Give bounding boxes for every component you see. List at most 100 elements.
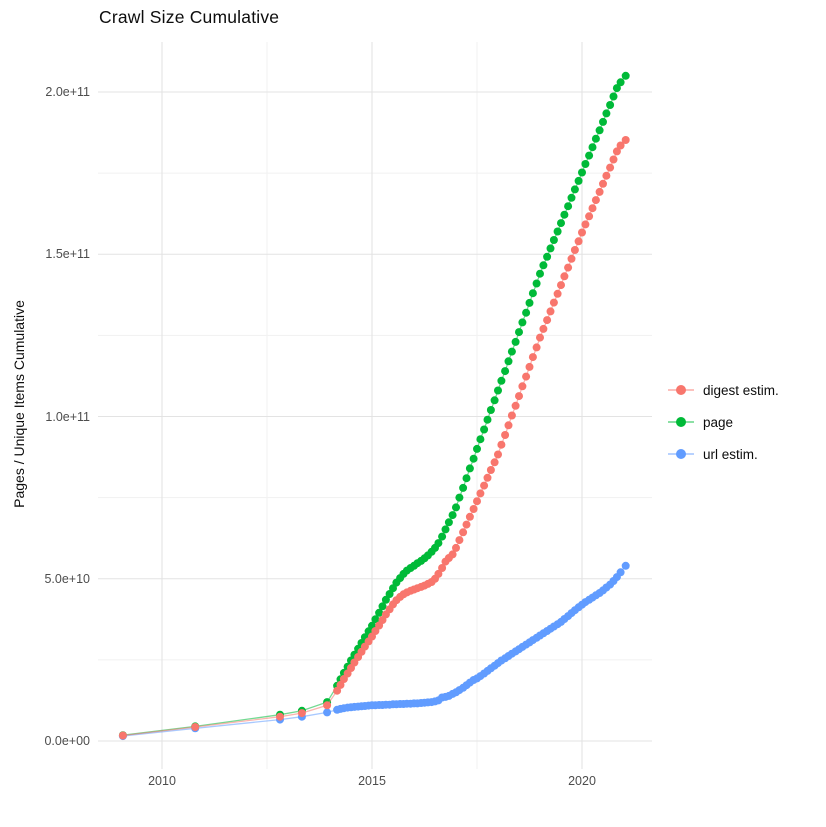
data-point-url-estim (621, 561, 630, 570)
series-line-digest-estim (122, 139, 627, 737)
data-point-digest-estim (621, 136, 630, 144)
data-point-digest-estim (465, 512, 474, 521)
data-point-digest-estim (585, 212, 594, 221)
chart-title: Crawl Size Cumulative (99, 7, 280, 27)
data-point-digest-estim (518, 382, 527, 391)
data-point-page (480, 425, 489, 434)
data-point-page (574, 176, 583, 185)
data-point-digest-estim (581, 220, 590, 229)
data-point-page (612, 84, 621, 93)
data-point-page (532, 279, 541, 288)
data-point-page (501, 367, 510, 376)
data-point-digest-estim (557, 281, 565, 290)
data-point-page (570, 185, 579, 194)
data-point-digest-estim (455, 536, 464, 545)
data-point-digest-estim (297, 709, 306, 718)
data-point-digest-estim (591, 196, 600, 205)
data-point-digest-estim (480, 481, 489, 490)
data-point-digest-estim (434, 569, 443, 578)
data-point-digest-estim (448, 550, 457, 559)
data-point-page (504, 357, 513, 366)
data-point-page (507, 347, 516, 356)
legend-label: url estim. (703, 446, 758, 462)
data-point-digest-estim (539, 324, 548, 333)
data-point-digest-estim (564, 263, 573, 272)
data-point-page (515, 328, 523, 337)
data-point-digest-estim (536, 333, 544, 342)
data-point-page (459, 483, 468, 492)
data-point-digest-estim (525, 362, 534, 371)
data-point-page (522, 308, 531, 317)
data-point-digest-estim (532, 343, 541, 352)
data-point-page (434, 539, 443, 548)
y-tick-label: 2.0e+11 (45, 85, 90, 99)
data-point-digest-estim (549, 298, 558, 307)
data-point-page (476, 435, 485, 444)
data-point-digest-estim (486, 466, 495, 474)
data-point-digest-estim (469, 505, 478, 513)
data-point-digest-estim (494, 450, 502, 459)
data-point-page (549, 236, 558, 244)
legend-key-icon (668, 415, 694, 429)
data-point-digest-estim (336, 680, 345, 689)
data-point-digest-estim (497, 440, 506, 449)
data-point-page (616, 78, 625, 87)
data-point-digest-estim (609, 155, 618, 164)
x-axis-tick-labels: 2010 2015 2020 (0, 774, 826, 794)
data-point-digest-estim (438, 564, 447, 572)
data-point-page (448, 511, 457, 520)
data-point-page (441, 525, 450, 534)
data-point-page (525, 298, 534, 307)
data-point-digest-estim (560, 272, 569, 281)
data-point-digest-estim (515, 392, 523, 401)
y-tick-label: 0.0e+00 (44, 734, 90, 748)
x-tick-label: 2020 (568, 774, 596, 788)
data-point-page (539, 261, 548, 270)
data-point-page (486, 406, 495, 414)
data-point-digest-estim (511, 401, 520, 410)
data-point-page (564, 202, 573, 211)
legend: digest estim. page url estim. (668, 374, 779, 470)
data-point-digest-estim (578, 228, 586, 237)
data-point-digest-estim (483, 473, 492, 482)
data-point-digest-estim (118, 731, 127, 740)
data-point-digest-estim (476, 489, 485, 498)
x-tick-label: 2010 (148, 774, 176, 788)
data-point-page (578, 168, 586, 177)
data-point-page (371, 615, 380, 624)
data-point-page (567, 193, 576, 202)
data-point-page (581, 160, 590, 168)
data-point-page (385, 590, 394, 598)
data-point-digest-estim (546, 307, 555, 316)
data-point-digest-estim (616, 141, 625, 150)
legend-item-url-estim: url estim. (668, 438, 779, 470)
data-point-digest-estim (599, 179, 607, 188)
data-point-page (595, 126, 604, 135)
data-point-page (557, 219, 565, 228)
data-point-digest-estim (462, 520, 471, 529)
series-line-url-estim (122, 565, 627, 737)
data-point-digest-estim (588, 204, 597, 213)
data-point-page (469, 454, 478, 463)
data-point-digest-estim (507, 411, 516, 420)
data-point-digest-estim (191, 723, 200, 731)
data-point-page (381, 595, 390, 604)
legend-label: page (703, 414, 734, 430)
data-point-page (536, 269, 544, 278)
data-point-page (452, 503, 460, 512)
data-point-page (375, 608, 384, 617)
data-point-page (444, 518, 453, 527)
data-point-digest-estim (452, 543, 460, 552)
data-point-page (560, 210, 569, 219)
data-point-page (553, 227, 562, 236)
data-point-page (511, 337, 520, 346)
data-point-digest-estim (504, 421, 513, 430)
data-point-page (494, 386, 502, 395)
data-point-page (621, 71, 630, 80)
data-point-digest-estim (528, 353, 537, 362)
legend-key-icon (668, 447, 694, 461)
y-tick-label: 1.0e+11 (45, 409, 90, 424)
data-point-digest-estim (543, 316, 552, 325)
